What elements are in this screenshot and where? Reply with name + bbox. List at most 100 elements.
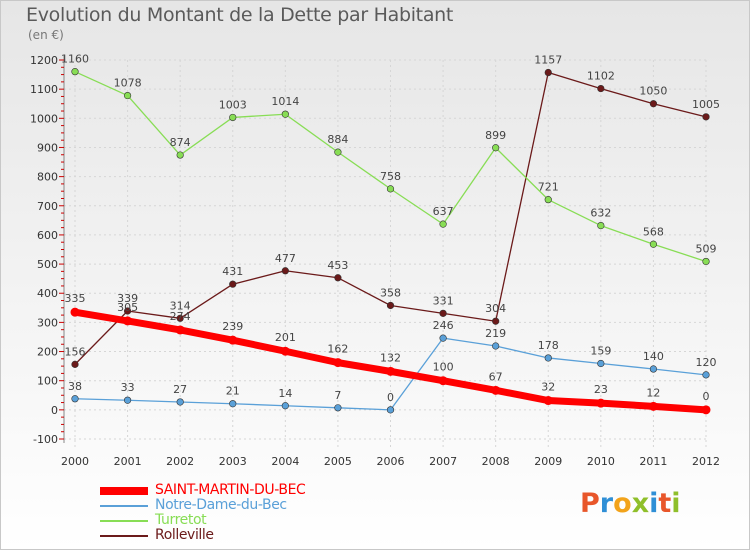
x-tick-label: 2009 xyxy=(534,455,562,468)
data-point xyxy=(281,110,289,118)
x-tick-label: 2004 xyxy=(271,455,299,468)
data-point xyxy=(492,342,500,350)
legend-label: Turretot xyxy=(155,512,207,528)
logo-letter: o xyxy=(613,488,632,519)
logo-letter: t xyxy=(658,488,672,519)
chart-legend: SAINT-MARTIN-DU-BEC Notre-Dame-du-Bec Turr… xyxy=(100,483,400,543)
logo-letter: i xyxy=(649,488,659,519)
data-label: 120 xyxy=(696,356,717,369)
x-tick-label: 2003 xyxy=(219,455,247,468)
logo-letter: r xyxy=(599,488,614,519)
x-tick-label: 2001 xyxy=(114,455,142,468)
data-label: 637 xyxy=(433,205,454,218)
x-tick-label: 2006 xyxy=(377,455,405,468)
data-label: 758 xyxy=(380,170,401,183)
legend-swatch xyxy=(100,505,148,507)
chart-subtitle: (en €) xyxy=(28,28,64,42)
y-tick-label: 200 xyxy=(37,346,58,359)
legend-item: Turretot xyxy=(100,513,400,528)
data-point xyxy=(649,365,658,373)
y-tick-label: 500 xyxy=(37,258,58,271)
data-point xyxy=(280,346,290,356)
data-point xyxy=(701,405,711,415)
data-point xyxy=(281,267,289,275)
y-tick-label: 900 xyxy=(37,141,58,154)
data-label: 331 xyxy=(433,294,454,307)
data-label: 38 xyxy=(68,380,82,393)
y-tick-label: 0 xyxy=(51,404,58,417)
data-point xyxy=(229,280,237,288)
legend-label: Notre-Dame-du-Bec xyxy=(155,497,287,513)
data-point xyxy=(439,309,447,317)
data-label: 23 xyxy=(594,383,608,396)
data-label: 156 xyxy=(65,345,86,358)
data-point xyxy=(229,400,237,408)
data-point xyxy=(597,359,605,368)
data-point xyxy=(386,301,395,310)
x-tick-label: 2010 xyxy=(587,455,615,468)
y-tick-label: 100 xyxy=(37,375,58,388)
data-label: 140 xyxy=(643,350,664,363)
y-tick-label: 1000 xyxy=(30,112,58,125)
data-label: 431 xyxy=(222,265,243,278)
data-point xyxy=(333,358,343,368)
data-point xyxy=(649,100,658,108)
data-label: 7 xyxy=(334,389,341,402)
data-point xyxy=(702,371,710,379)
x-tick-label: 2000 xyxy=(61,455,89,468)
data-label: 509 xyxy=(696,242,717,255)
y-tick-label: 300 xyxy=(37,316,58,329)
y-tick-label: 1100 xyxy=(30,83,58,96)
data-label: 32 xyxy=(541,381,555,394)
data-label: 335 xyxy=(65,292,86,305)
data-label: 899 xyxy=(485,129,506,142)
proxiti-logo: Proxiti xyxy=(580,488,681,519)
data-point xyxy=(176,398,184,406)
data-point xyxy=(439,220,447,228)
data-label: 27 xyxy=(173,383,187,396)
x-tick-label: 2005 xyxy=(324,455,352,468)
y-tick-label: 1200 xyxy=(30,54,58,67)
data-point xyxy=(123,316,133,326)
legend-swatch xyxy=(100,487,148,495)
data-point xyxy=(176,151,184,159)
logo-letter: i xyxy=(671,488,681,519)
legend-swatch xyxy=(100,535,148,537)
data-point xyxy=(228,335,238,345)
x-tick-label: 2002 xyxy=(166,455,194,468)
legend-item: SAINT-MARTIN-DU-BEC xyxy=(100,483,400,498)
logo-letter: x xyxy=(631,488,650,519)
x-tick-label: 2007 xyxy=(429,455,457,468)
y-tick-label: 600 xyxy=(37,229,58,242)
data-point xyxy=(648,401,658,411)
data-label: 1102 xyxy=(587,70,615,83)
data-label: 1014 xyxy=(271,95,299,108)
data-point xyxy=(71,395,79,403)
data-label: 477 xyxy=(275,252,296,265)
legend-swatch xyxy=(100,520,148,522)
data-label: 1003 xyxy=(219,98,247,111)
legend-item: Rolleville xyxy=(100,528,400,543)
data-point xyxy=(438,376,448,386)
data-point xyxy=(176,314,184,322)
data-label: 219 xyxy=(485,327,506,340)
data-label: 884 xyxy=(327,133,348,146)
data-label: 1157 xyxy=(534,54,562,67)
data-label: 162 xyxy=(327,343,348,356)
data-point xyxy=(229,113,237,122)
data-label: 21 xyxy=(226,385,240,398)
data-label: 1078 xyxy=(114,77,142,90)
data-point xyxy=(544,68,552,77)
x-tick-label: 2011 xyxy=(639,455,667,468)
x-tick-label: 2008 xyxy=(482,455,510,468)
data-label: 0 xyxy=(387,391,394,404)
data-label: 12 xyxy=(646,386,660,399)
y-tick-label: -100 xyxy=(33,433,58,446)
data-point xyxy=(334,274,342,282)
y-tick-label: 400 xyxy=(37,287,58,300)
data-label: 339 xyxy=(117,292,138,305)
data-point xyxy=(123,307,132,315)
data-label: 874 xyxy=(170,136,191,149)
data-label: 305 xyxy=(117,301,138,314)
